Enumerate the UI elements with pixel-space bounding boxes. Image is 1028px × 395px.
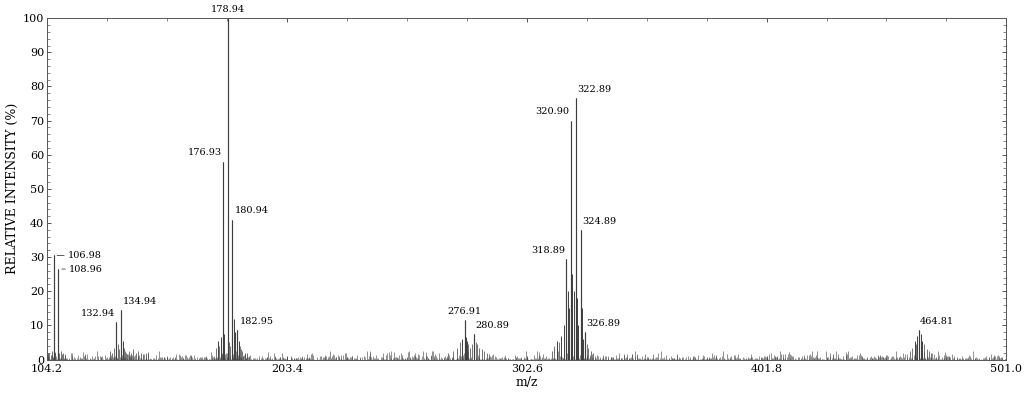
Text: 134.94: 134.94 — [122, 297, 156, 306]
Text: 322.89: 322.89 — [577, 85, 611, 94]
Text: 276.91: 276.91 — [447, 307, 481, 316]
X-axis label: m/z: m/z — [515, 376, 538, 389]
Text: 108.96: 108.96 — [69, 265, 103, 274]
Text: 280.89: 280.89 — [475, 321, 509, 330]
Text: 324.89: 324.89 — [582, 217, 616, 226]
Text: 182.95: 182.95 — [240, 318, 273, 326]
Text: 326.89: 326.89 — [587, 319, 621, 328]
Text: 464.81: 464.81 — [920, 318, 954, 326]
Text: 132.94: 132.94 — [81, 309, 115, 318]
Text: 106.98: 106.98 — [68, 251, 102, 260]
Text: 176.93: 176.93 — [187, 149, 222, 158]
Text: 318.89: 318.89 — [530, 246, 564, 255]
Y-axis label: RELATIVE INTENSITY (%): RELATIVE INTENSITY (%) — [5, 103, 19, 275]
Text: 178.94: 178.94 — [211, 5, 245, 14]
Text: 180.94: 180.94 — [234, 207, 269, 216]
Text: 320.90: 320.90 — [536, 107, 570, 117]
